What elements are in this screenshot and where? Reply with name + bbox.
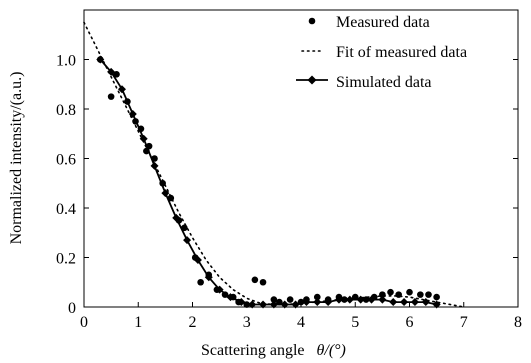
simulated-point <box>410 298 419 307</box>
measured-point <box>433 293 440 301</box>
legend: Measured data Fit of measured data Simul… <box>296 14 467 91</box>
y-tick-label: 1.0 <box>56 53 76 70</box>
measured-point <box>137 125 145 133</box>
x-tick-label: 2 <box>189 314 197 331</box>
legend-sim-label: Simulated data <box>336 74 432 91</box>
measured-point <box>197 278 204 286</box>
y-tick-label: 0.2 <box>56 251 76 268</box>
simulated-point <box>161 189 170 198</box>
measured-point <box>351 293 359 301</box>
measured-point <box>221 291 229 298</box>
plot-lines <box>83 21 465 308</box>
measured-point <box>143 147 150 155</box>
x-tick-label: 7 <box>460 314 468 331</box>
measured-point <box>313 293 321 301</box>
measured-point <box>159 179 166 187</box>
x-axis-symbol: θ/(°) <box>317 342 346 359</box>
legend-measured-marker <box>308 17 316 25</box>
measured-point <box>151 155 158 162</box>
measured-point <box>370 293 378 301</box>
x-ticks: 0 1 2 3 4 5 6 7 8 <box>80 302 522 331</box>
legend-sim-marker <box>307 75 317 85</box>
y-tick-label: 0.6 <box>56 152 76 169</box>
x-tick-label: 3 <box>243 314 251 331</box>
measured-point <box>113 71 120 78</box>
measured-point <box>229 293 237 301</box>
simulated-point <box>389 298 398 307</box>
measured-point <box>124 98 131 105</box>
measured-point <box>286 296 294 303</box>
x-axis-label: Scattering angle θ/(°) <box>201 342 346 359</box>
measured-point <box>417 291 424 298</box>
measured-point <box>341 296 348 303</box>
x-tick-label: 5 <box>351 314 359 331</box>
measured-point <box>175 217 183 224</box>
y-tick-label: 0.8 <box>56 102 76 119</box>
simulated-point <box>421 298 430 307</box>
measured-point <box>107 93 115 100</box>
plot-points <box>96 55 441 309</box>
measured-point <box>303 296 310 303</box>
simulated-point <box>150 161 159 170</box>
simulated-point <box>107 67 116 76</box>
y-axis-label: Normalized intensity/(a.u.) <box>8 72 25 245</box>
measured-point <box>259 278 267 286</box>
y-tick-label: 0.4 <box>56 201 76 218</box>
measured-point <box>167 194 175 202</box>
simulated-point <box>378 295 387 304</box>
y-ticks: 0 0.2 0.4 0.6 0.8 1.0 <box>56 53 518 317</box>
measured-point <box>181 224 188 232</box>
measured-point <box>324 296 332 303</box>
simulated-point <box>139 134 148 143</box>
x-tick-label: 0 <box>80 314 88 331</box>
measured-point <box>406 288 413 296</box>
measured-point <box>395 291 402 298</box>
measured-point <box>235 298 242 306</box>
measured-point <box>379 291 386 298</box>
measured-point <box>213 286 221 293</box>
measured-point <box>276 298 283 306</box>
simulated-point <box>345 295 354 304</box>
y-tick-label: 0 <box>68 300 76 317</box>
simulated-point <box>183 236 192 245</box>
measured-point <box>205 271 213 279</box>
simulated-point <box>313 298 322 307</box>
measured-point <box>335 293 343 301</box>
simulated-point <box>117 85 126 94</box>
measured-point <box>362 296 370 303</box>
fit-series-line <box>83 21 465 308</box>
x-tick-label: 8 <box>514 314 522 331</box>
legend-fit-label: Fit of measured data <box>336 44 467 61</box>
measured-point <box>387 288 394 296</box>
measured-point <box>251 276 259 284</box>
measured-point <box>96 56 104 63</box>
measured-point <box>270 296 278 303</box>
x-tick-label: 6 <box>406 314 414 331</box>
measured-point <box>145 142 153 150</box>
measured-point <box>425 291 432 298</box>
measured-point <box>132 118 139 125</box>
simulated-series-line <box>99 58 437 306</box>
x-tick-label: 4 <box>297 314 305 331</box>
x-tick-label: 1 <box>134 314 142 331</box>
measured-point <box>191 254 199 261</box>
simulated-point <box>400 298 409 307</box>
simulated-point <box>128 109 137 118</box>
simulated-point <box>356 295 365 304</box>
legend-measured-label: Measured data <box>336 14 430 31</box>
